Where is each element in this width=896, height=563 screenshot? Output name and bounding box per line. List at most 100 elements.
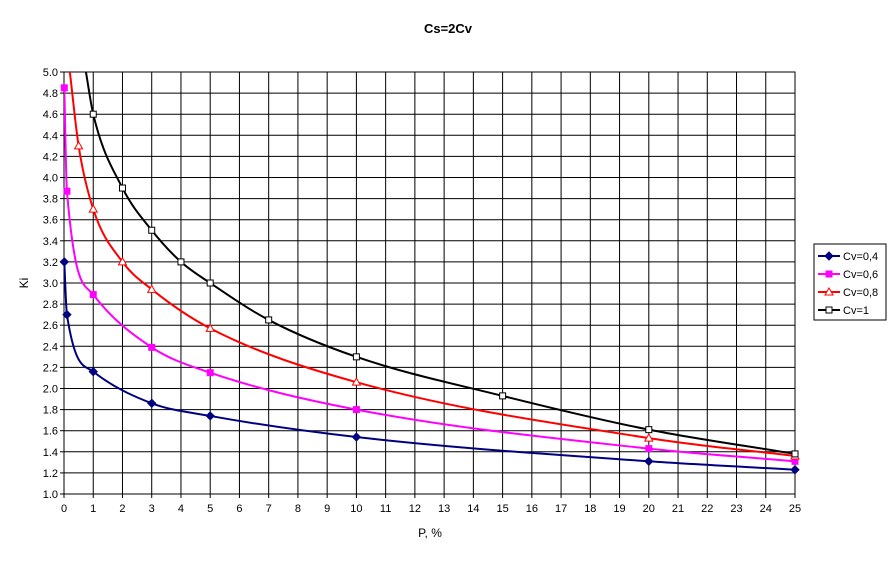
data-point <box>88 204 99 213</box>
data-point <box>824 286 834 296</box>
legend-entry: Cv=1 <box>818 305 869 317</box>
series-3 <box>68 72 800 460</box>
legend-entry: Cv=0,4 <box>818 251 878 263</box>
x-tick-label: 10 <box>350 503 362 515</box>
data-point <box>117 256 128 266</box>
data-point <box>206 369 214 377</box>
x-tick-label: 18 <box>584 503 596 515</box>
x-tick-label: 3 <box>149 503 155 515</box>
y-tick-label: 3.6 <box>43 215 58 227</box>
y-tick-label: 1.0 <box>43 489 58 501</box>
x-tick-labels: 0 1 2 3 4 5 6 7 8 9 10 11 12 13 14 15 16 17 18 19 20 21 22 23 24… <box>61 503 801 515</box>
x-tick-label: 15 <box>496 503 508 515</box>
series-2 <box>60 84 799 465</box>
legend-label: Cv=0,4 <box>843 251 878 263</box>
y-tick-label: 3.2 <box>43 257 58 269</box>
legend-label: Cv=0,6 <box>843 269 878 281</box>
data-point <box>118 184 126 192</box>
x-tick-label: 21 <box>672 503 684 515</box>
x-tick-label: 23 <box>730 503 742 515</box>
y-tick-label: 4.0 <box>43 173 58 185</box>
data-point <box>790 465 800 475</box>
data-point <box>351 432 362 442</box>
data-point <box>644 456 654 467</box>
data-point <box>89 291 97 299</box>
data-point <box>205 411 215 421</box>
series-line <box>68 72 795 458</box>
x-tick-label: 13 <box>438 503 450 515</box>
data-point <box>791 450 799 458</box>
data-point <box>824 251 834 261</box>
x-tick-label: 24 <box>760 503 772 515</box>
data-point <box>643 433 654 442</box>
legend-label: Cv=0,8 <box>843 287 878 299</box>
y-tick-label: 5.0 <box>43 67 58 79</box>
y-tick-label: 2.6 <box>43 320 58 332</box>
data-point <box>825 270 833 278</box>
series-4 <box>84 72 799 458</box>
data-point <box>351 377 362 386</box>
y-tick-label: 2.2 <box>43 362 58 374</box>
data-point <box>825 306 833 314</box>
x-tick-label: 19 <box>613 503 625 515</box>
x-tick-label: 2 <box>119 503 125 515</box>
x-tick-label: 11 <box>380 503 391 515</box>
y-tick-label: 1.4 <box>43 447 58 459</box>
data-point <box>645 445 653 453</box>
x-tick-label: 14 <box>467 503 479 515</box>
data-point <box>59 257 69 267</box>
grid <box>60 71 796 498</box>
x-tick-label: 5 <box>207 503 213 515</box>
series-layer <box>59 72 800 475</box>
x-tick-label: 9 <box>324 503 330 515</box>
y-tick-label: 4.2 <box>43 151 58 163</box>
data-point <box>62 309 72 320</box>
x-tick-label: 20 <box>643 503 655 515</box>
data-point <box>352 353 360 361</box>
data-point <box>147 398 157 408</box>
x-tick-label: 1 <box>90 503 96 515</box>
legend: Cv=0,4 Cv=0,6 Cv=0,8 Cv=1 <box>813 243 887 321</box>
data-point <box>73 140 84 150</box>
x-tick-label: 0 <box>61 503 67 515</box>
y-axis-label: Ki <box>17 278 31 289</box>
data-point <box>206 279 214 287</box>
y-tick-label: 4.4 <box>43 130 58 142</box>
y-tick-label: 1.8 <box>43 405 58 417</box>
y-tick-label: 3.4 <box>43 236 58 248</box>
y-tick-labels: 1.0 1.2 1.4 1.6 1.8 2.0 2.2 2.4 2.6 2.8 3.0 3.2 3.4 3… <box>43 67 58 501</box>
legend-entry: Cv=0,8 <box>818 286 878 299</box>
data-point <box>148 226 156 234</box>
y-tick-label: 3.8 <box>43 194 58 206</box>
data-point <box>265 316 273 324</box>
legend-label: Cv=1 <box>843 305 869 317</box>
x-tick-label: 4 <box>178 503 184 515</box>
x-tick-label: 16 <box>526 503 538 515</box>
y-tick-label: 2.0 <box>43 384 58 396</box>
data-point <box>60 84 68 92</box>
chart-title: Cs=2Cv <box>424 21 473 36</box>
x-tick-label: 7 <box>266 503 272 515</box>
data-point <box>352 406 360 414</box>
data-point <box>89 110 97 118</box>
x-tick-label: 25 <box>789 503 801 515</box>
data-point <box>63 187 71 195</box>
series-1 <box>59 257 800 475</box>
y-tick-label: 1.6 <box>43 426 58 438</box>
y-tick-label: 2.8 <box>43 299 58 311</box>
x-tick-label: 17 <box>555 503 567 515</box>
data-point <box>499 392 507 400</box>
data-point <box>148 343 156 351</box>
y-tick-label: 1.2 <box>43 468 58 480</box>
data-point <box>146 284 157 293</box>
data-point <box>177 258 185 266</box>
data-point <box>205 323 216 332</box>
x-tick-label: 22 <box>701 503 713 515</box>
data-point <box>645 426 653 434</box>
legend-entry: Cv=0,6 <box>818 269 878 281</box>
y-tick-label: 4.8 <box>43 88 58 100</box>
y-tick-label: 2.4 <box>43 341 58 353</box>
data-point <box>88 366 98 377</box>
x-tick-label: 6 <box>236 503 242 515</box>
